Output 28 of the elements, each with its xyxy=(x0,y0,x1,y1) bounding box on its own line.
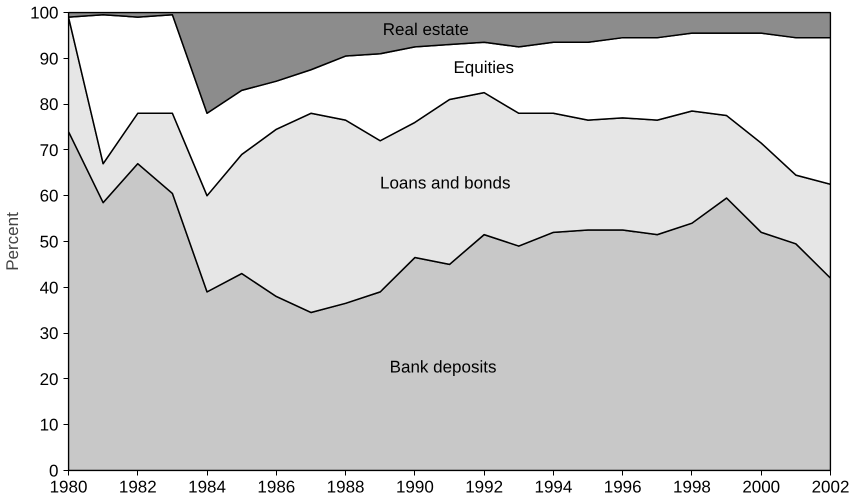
x-tick-label: 1998 xyxy=(673,478,711,496)
y-tick-label: 100 xyxy=(30,4,59,22)
y-tick-label: 10 xyxy=(40,416,59,435)
y-tick-label: 70 xyxy=(40,140,59,160)
y-tick-label: 30 xyxy=(40,324,59,344)
x-tick-label: 2002 xyxy=(812,478,850,496)
x-tick-label: 1986 xyxy=(257,478,296,496)
y-tick-label: 60 xyxy=(40,186,59,206)
y-tick-label: 80 xyxy=(40,95,59,114)
series-label: Real estate xyxy=(382,20,469,39)
series-label: Equities xyxy=(453,58,514,78)
x-tick-label: 1988 xyxy=(326,478,365,496)
x-tick-label: 1994 xyxy=(534,478,572,496)
x-tick-label: 1992 xyxy=(465,478,504,496)
x-tick-label: 2000 xyxy=(742,478,780,496)
x-tick-label: 1990 xyxy=(396,478,434,496)
y-tick-label: 0 xyxy=(49,462,59,480)
y-tick-label: 20 xyxy=(40,370,59,389)
y-tick-label: 40 xyxy=(40,278,59,298)
series-label: Loans and bonds xyxy=(380,173,510,192)
x-tick-label: 1996 xyxy=(604,478,642,496)
series-label: Bank deposits xyxy=(390,357,496,376)
y-tick-label: 50 xyxy=(40,232,59,252)
x-tick-label: 1980 xyxy=(50,478,88,496)
x-tick-label: 1984 xyxy=(188,478,226,496)
x-tick-label: 1982 xyxy=(118,478,157,496)
y-axis-title: Percent xyxy=(3,212,22,271)
y-tick-label: 90 xyxy=(40,49,59,68)
